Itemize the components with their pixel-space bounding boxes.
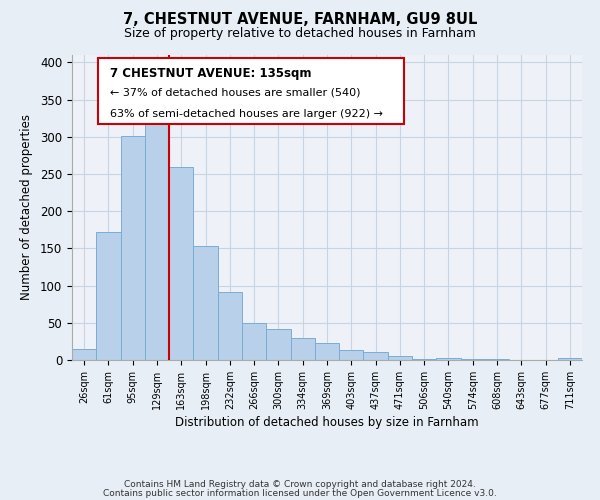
X-axis label: Distribution of detached houses by size in Farnham: Distribution of detached houses by size … — [175, 416, 479, 429]
Bar — [388, 356, 412, 360]
Bar — [339, 350, 364, 360]
Text: Contains public sector information licensed under the Open Government Licence v3: Contains public sector information licen… — [103, 490, 497, 498]
Bar — [242, 323, 266, 360]
Bar — [96, 232, 121, 360]
Text: 7, CHESTNUT AVENUE, FARNHAM, GU9 8UL: 7, CHESTNUT AVENUE, FARNHAM, GU9 8UL — [123, 12, 477, 28]
Bar — [364, 352, 388, 360]
Bar — [218, 292, 242, 360]
Bar — [290, 338, 315, 360]
Bar — [266, 329, 290, 360]
Bar — [558, 358, 582, 360]
Text: Contains HM Land Registry data © Crown copyright and database right 2024.: Contains HM Land Registry data © Crown c… — [124, 480, 476, 489]
Bar — [315, 343, 339, 360]
Bar — [72, 349, 96, 360]
Bar — [193, 246, 218, 360]
Y-axis label: Number of detached properties: Number of detached properties — [20, 114, 33, 300]
Bar — [169, 168, 193, 360]
Text: 7 CHESTNUT AVENUE: 135sqm: 7 CHESTNUT AVENUE: 135sqm — [110, 67, 312, 80]
Bar — [121, 136, 145, 360]
FancyBboxPatch shape — [97, 58, 404, 124]
Text: Size of property relative to detached houses in Farnham: Size of property relative to detached ho… — [124, 28, 476, 40]
Bar — [436, 358, 461, 360]
Bar — [461, 358, 485, 360]
Text: 63% of semi-detached houses are larger (922) →: 63% of semi-detached houses are larger (… — [110, 108, 383, 118]
Text: ← 37% of detached houses are smaller (540): ← 37% of detached houses are smaller (54… — [110, 88, 361, 98]
Bar — [412, 358, 436, 360]
Bar — [145, 114, 169, 360]
